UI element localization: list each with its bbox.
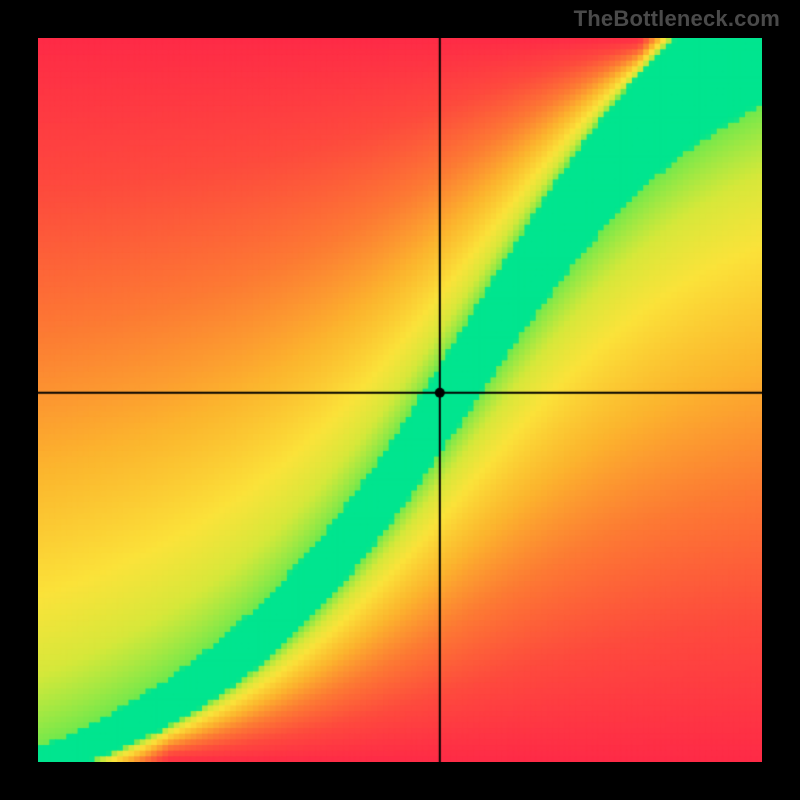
watermark-label: TheBottleneck.com: [574, 6, 780, 32]
bottleneck-heatmap: [38, 38, 762, 762]
chart-container: TheBottleneck.com: [0, 0, 800, 800]
